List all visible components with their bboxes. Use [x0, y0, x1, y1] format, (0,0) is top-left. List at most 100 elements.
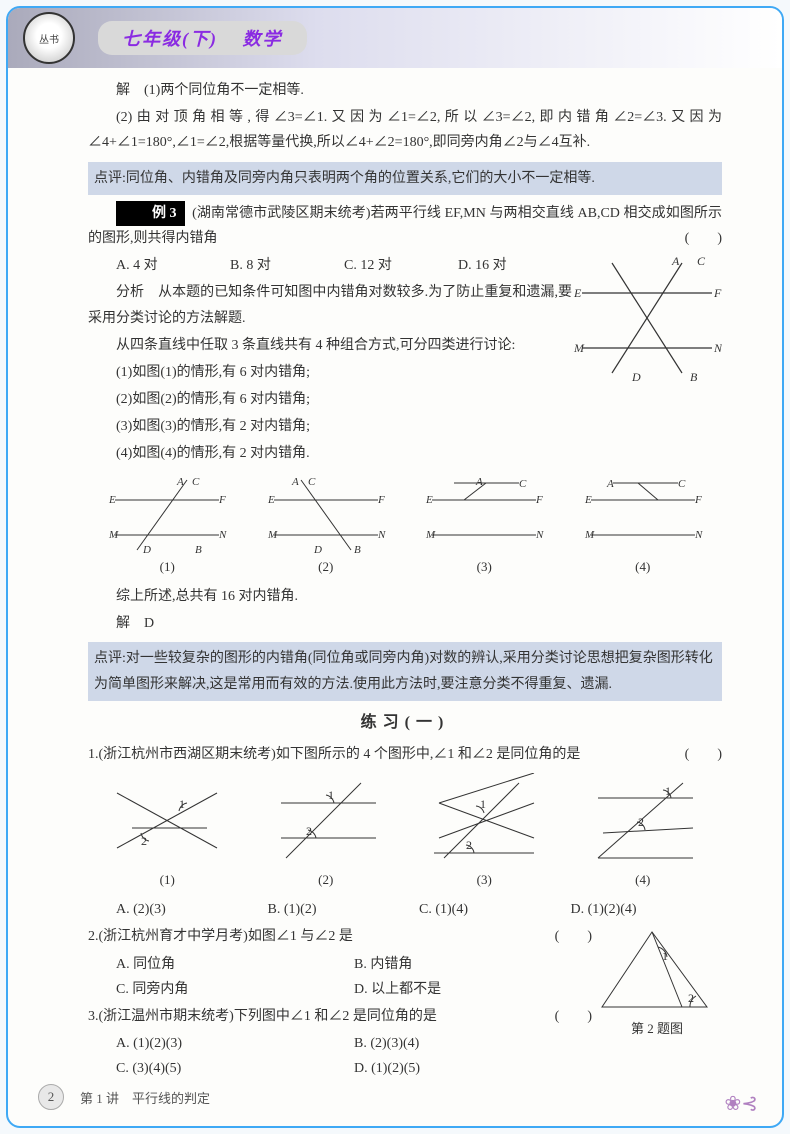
q2-text: 2.(浙江杭州育才中学月考)如图∠1 与∠2 是 [88, 929, 353, 944]
summary: 综上所述,总共有 16 对内错角. [88, 584, 722, 609]
q3-paren: ( ) [555, 1004, 592, 1029]
svg-text:N: N [218, 529, 227, 541]
svg-text:M: M [573, 341, 585, 355]
svg-text:C: C [519, 478, 527, 490]
svg-text:F: F [377, 494, 385, 506]
page-content: 解 (1)两个同位角不一定相等. (2)由对顶角相等,得∠3=∠1.又因为∠1=… [8, 68, 782, 1081]
case-3: (3)如图(3)的情形,有 2 对内错角; [88, 414, 572, 439]
svg-text:M: M [425, 529, 436, 541]
q2-paren: ( ) [555, 924, 592, 949]
svg-text:E: E [267, 494, 275, 506]
page-frame: 丛书 七年级(下) 数学 解 (1)两个同位角不一定相等. (2)由对顶角相等,… [6, 6, 784, 1128]
example-3-paren: ( ) [657, 226, 722, 251]
svg-text:B: B [690, 370, 698, 383]
subfig-1: AC EF MN DB (1) [107, 475, 227, 578]
q1-paren: ( ) [685, 742, 722, 767]
page-footer: 2 第 1 讲 平行线的判定 [38, 1084, 752, 1110]
q2-figure: 1 2 第 2 题图 [592, 922, 722, 1040]
decoration-icon: ❀⊰ [724, 1091, 758, 1116]
svg-text:E: E [573, 286, 582, 300]
diagram-2: AC EF MN DB [266, 475, 386, 555]
opt-c: C. 12 对 [344, 253, 458, 278]
svg-text:N: N [694, 529, 703, 541]
svg-text:B: B [195, 544, 202, 555]
diagram-1: AC EF MN DB [107, 475, 227, 555]
subfigures-row: AC EF MN DB (1) AC [88, 475, 722, 578]
svg-text:D: D [631, 370, 641, 383]
q3-opt-a: A. (1)(2)(3) [116, 1031, 354, 1056]
svg-text:A: A [671, 254, 680, 268]
grade-label: 七年级(下) [122, 29, 218, 49]
commentary-box-2: 点评:对一些较复杂的图形的内错角(同位角或同旁内角)对数的辨认,采用分类讨论思想… [88, 642, 722, 700]
q2-opt-a: A. 同位角 [116, 952, 354, 977]
q1-fig-3: 1 2 (3) [424, 773, 544, 891]
svg-text:F: F [713, 286, 722, 300]
q3-options-row1: A. (1)(2)(3) B. (2)(3)(4) [88, 1031, 592, 1056]
q1-figcap-3: (3) [424, 868, 544, 891]
answer: 解 D [88, 611, 722, 636]
diagram-main: A C E F M N D B [572, 253, 722, 383]
commentary-text-1: 点评:同位角、内错角及同旁内角只表明两个角的位置关系,它们的大小不一定相等. [94, 171, 595, 186]
chapter-label: 第 1 讲 平行线的判定 [80, 1088, 210, 1107]
q3-stem: 3.(浙江温州市期末统考)下列图中∠1 和∠2 是同位角的是 ( ) [88, 1004, 592, 1029]
q2-block: 2.(浙江杭州育才中学月考)如图∠1 与∠2 是 ( ) A. 同位角 B. 内… [88, 922, 722, 1081]
diagram-4: AC EF MN [583, 475, 703, 555]
opt-b: B. 8 对 [230, 253, 344, 278]
q1-fig-1: 1 2 (1) [107, 773, 227, 891]
page-header: 丛书 七年级(下) 数学 [8, 8, 782, 68]
example-3-figure-main: A C E F M N D B [572, 253, 722, 383]
svg-text:N: N [377, 529, 386, 541]
subject-label: 数学 [243, 29, 283, 49]
svg-text:F: F [218, 494, 226, 506]
svg-text:D: D [313, 544, 322, 555]
svg-text:E: E [584, 494, 592, 506]
figcap-4: (4) [583, 555, 703, 578]
case-4: (4)如图(4)的情形,有 2 对内错角. [88, 441, 572, 466]
solution-line-2: (2)由对顶角相等,得∠3=∠1.又因为∠1=∠2,所以∠3=∠2,即内错角∠2… [88, 105, 722, 155]
q1-opt-c: C. (1)(4) [419, 897, 571, 922]
analysis-1: 分析 从本题的已知条件可知图中内错角对数较多.为了防止重复和遗漏,要采用分类讨论… [88, 280, 572, 330]
figcap-2: (2) [266, 555, 386, 578]
q3-options-row2: C. (3)(4)(5) D. (1)(2)(5) [88, 1056, 592, 1081]
q1-opt-a: A. (2)(3) [116, 897, 268, 922]
q2-opt-d: D. 以上都不是 [354, 977, 592, 1002]
q2-stem: 2.(浙江杭州育才中学月考)如图∠1 与∠2 是 ( ) [88, 924, 592, 949]
q3-text: 3.(浙江温州市期末统考)下列图中∠1 和∠2 是同位角的是 [88, 1009, 437, 1024]
diagram-3: AC EF MN [424, 475, 544, 555]
svg-text:N: N [535, 529, 544, 541]
q1-fig-4: 1 2 (4) [583, 773, 703, 891]
q1-fig-2: 1 2 (2) [266, 773, 386, 891]
svg-text:1: 1 [480, 797, 486, 811]
svg-text:A: A [606, 478, 614, 490]
example-3-tag: 例 3 [116, 201, 185, 226]
page-number: 2 [38, 1084, 64, 1110]
q1-figcap-4: (4) [583, 868, 703, 891]
svg-text:A: A [291, 476, 299, 488]
opt-a: A. 4 对 [116, 253, 230, 278]
svg-text:A: A [475, 476, 483, 488]
svg-text:N: N [713, 341, 722, 355]
q1-diagram-3: 1 2 [424, 773, 544, 868]
q1-text: 1.(浙江杭州市西湖区期末统考)如下图所示的 4 个图形中,∠1 和∠2 是同位… [88, 747, 580, 762]
analysis-2: 从四条直线中任取 3 条直线共有 4 种组合方式,可分四类进行讨论: [88, 333, 572, 358]
q1-figcap-2: (2) [266, 868, 386, 891]
q1-opt-d: D. (1)(2)(4) [571, 897, 723, 922]
svg-text:E: E [425, 494, 433, 506]
q1-options: A. (2)(3) B. (1)(2) C. (1)(4) D. (1)(2)(… [88, 897, 722, 922]
svg-text:B: B [354, 544, 361, 555]
svg-text:C: C [697, 254, 706, 268]
q2-opt-c: C. 同旁内角 [116, 977, 354, 1002]
case-2: (2)如图(2)的情形,有 6 对内错角; [88, 387, 572, 412]
q2-diagram: 1 2 [592, 922, 712, 1017]
q1-diagram-4: 1 2 [583, 773, 703, 868]
subfig-2: AC EF MN DB (2) [266, 475, 386, 578]
commentary-box-1: 点评:同位角、内错角及同旁内角只表明两个角的位置关系,它们的大小不一定相等. [88, 162, 722, 195]
subfig-3: AC EF MN (3) [424, 475, 544, 578]
svg-text:A: A [176, 476, 184, 488]
svg-text:M: M [108, 529, 119, 541]
q1-stem: 1.(浙江杭州市西湖区期末统考)如下图所示的 4 个图形中,∠1 和∠2 是同位… [88, 742, 722, 767]
svg-text:E: E [108, 494, 116, 506]
practice-title: 练习(一) [88, 709, 722, 738]
example-3-body: A. 4 对 B. 8 对 C. 12 对 D. 16 对 分析 从本题的已知条… [88, 253, 722, 469]
case-1: (1)如图(1)的情形,有 6 对内错角; [88, 360, 572, 385]
